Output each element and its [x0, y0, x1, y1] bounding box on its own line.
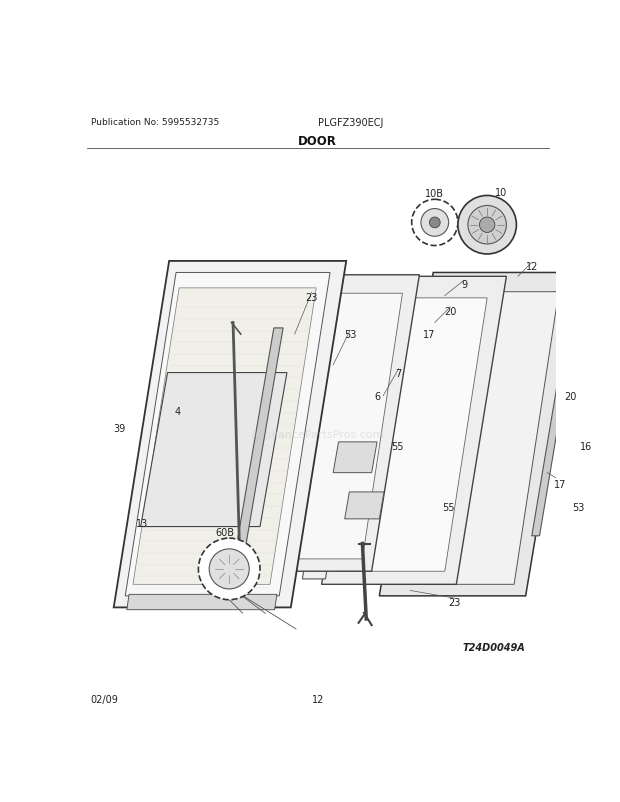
Text: T24D0049A: T24D0049A: [463, 642, 526, 652]
Polygon shape: [237, 329, 283, 544]
Polygon shape: [127, 594, 277, 610]
Text: 16: 16: [580, 441, 592, 452]
Polygon shape: [268, 275, 419, 572]
Circle shape: [479, 218, 495, 233]
Text: AppliancePartsPros.com: AppliancePartsPros.com: [251, 430, 384, 439]
Text: 55: 55: [443, 503, 455, 512]
Polygon shape: [250, 277, 317, 565]
Polygon shape: [303, 279, 376, 579]
Text: 20: 20: [444, 306, 456, 317]
Circle shape: [430, 218, 440, 229]
Polygon shape: [275, 294, 402, 559]
Text: 7: 7: [396, 368, 402, 378]
Text: 4: 4: [175, 407, 180, 416]
Polygon shape: [141, 373, 287, 527]
Polygon shape: [379, 273, 580, 596]
Text: 17: 17: [423, 330, 436, 339]
Text: 39: 39: [113, 423, 125, 433]
Text: 20: 20: [564, 391, 577, 401]
Polygon shape: [333, 298, 487, 572]
Circle shape: [209, 549, 249, 589]
Text: 12: 12: [312, 695, 324, 704]
Text: 6: 6: [374, 391, 381, 401]
Text: 10: 10: [495, 188, 507, 198]
Text: 60B: 60B: [216, 527, 235, 537]
Circle shape: [412, 200, 458, 246]
Text: 53: 53: [572, 503, 584, 512]
Text: 12: 12: [526, 262, 538, 272]
Text: 02/09: 02/09: [91, 695, 118, 704]
Circle shape: [458, 196, 516, 255]
Text: 23: 23: [306, 293, 318, 302]
Text: Publication No: 5995532735: Publication No: 5995532735: [91, 118, 219, 127]
Polygon shape: [322, 277, 507, 585]
Text: 9: 9: [461, 280, 467, 290]
Circle shape: [421, 209, 449, 237]
Polygon shape: [391, 293, 559, 585]
Polygon shape: [133, 289, 316, 585]
Text: 53: 53: [344, 330, 356, 339]
Text: PLGFZ390ECJ: PLGFZ390ECJ: [317, 118, 383, 128]
Polygon shape: [345, 492, 384, 519]
Text: 17: 17: [554, 480, 567, 489]
Polygon shape: [125, 273, 330, 596]
Circle shape: [468, 206, 507, 245]
Text: 55: 55: [391, 441, 403, 452]
Text: 13: 13: [136, 518, 148, 528]
Text: 10B: 10B: [425, 189, 445, 199]
Circle shape: [198, 538, 260, 600]
Text: DOOR: DOOR: [298, 135, 337, 148]
Polygon shape: [333, 443, 377, 473]
Polygon shape: [113, 261, 346, 608]
Text: 23: 23: [449, 597, 461, 607]
Polygon shape: [532, 298, 580, 536]
